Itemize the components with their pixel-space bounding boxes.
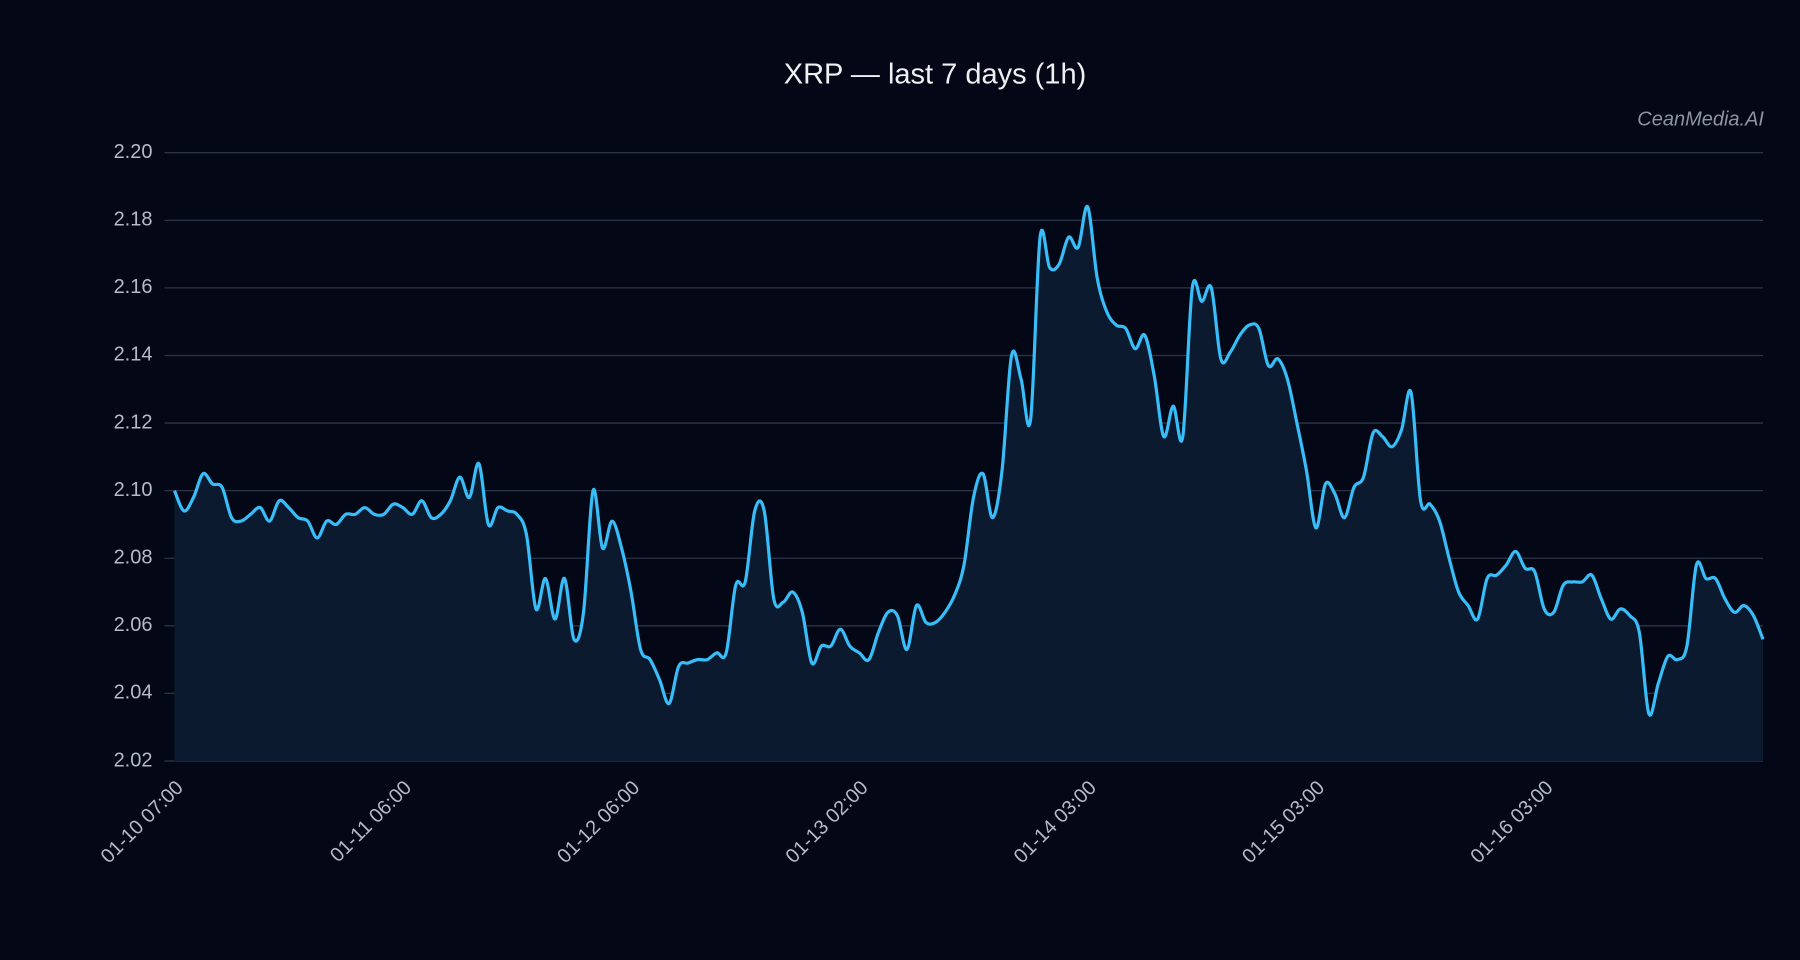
y-tick-label: 2.08 bbox=[114, 547, 153, 569]
y-tick-label: 2.16 bbox=[114, 276, 153, 298]
y-tick-label: 2.02 bbox=[114, 749, 153, 771]
y-tick-label: 2.14 bbox=[114, 344, 153, 366]
line bbox=[173, 205, 1765, 717]
y-tick-label: 2.20 bbox=[114, 141, 153, 163]
chart-title: XRP — last 7 days (1h) bbox=[784, 59, 1086, 91]
area bbox=[174, 206, 1763, 761]
y-tick-label: 2.10 bbox=[114, 479, 153, 501]
y-tick-label: 2.18 bbox=[114, 209, 153, 231]
y-tick-label: 2.04 bbox=[114, 682, 153, 704]
watermark: CeanMedia.AI bbox=[1637, 108, 1764, 130]
y-tick-label: 2.12 bbox=[114, 411, 153, 433]
y-tick-label: 2.06 bbox=[114, 614, 153, 636]
